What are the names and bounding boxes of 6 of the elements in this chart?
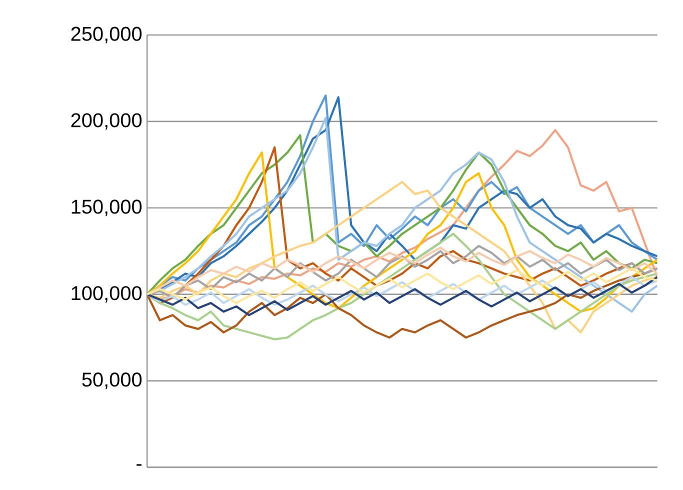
y-tick-label: 250,000 [71,26,142,44]
y-tick-label: 150,000 [72,200,142,216]
y-tick-label: 200,000 [71,113,142,130]
y-tick-label: 50,000 [82,372,142,389]
y-tick-label: - [136,464,142,466]
y-tick-label: 100,000 [72,286,142,302]
